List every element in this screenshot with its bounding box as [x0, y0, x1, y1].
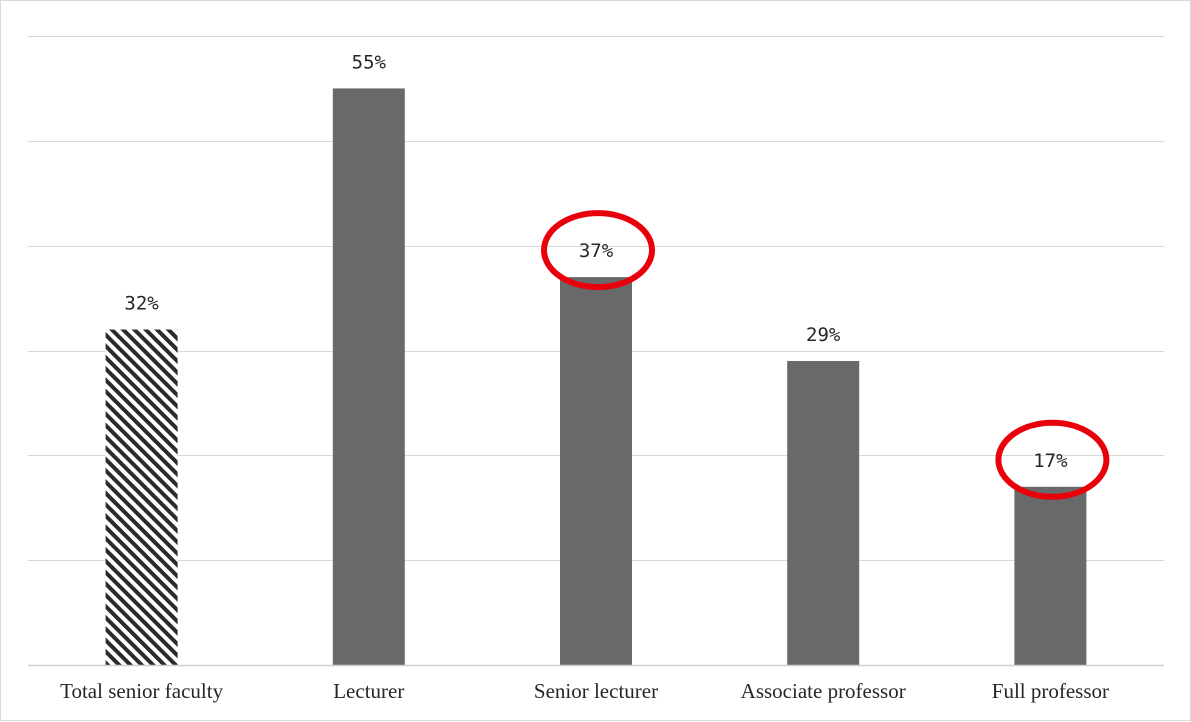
x-tick-label: Associate professor: [741, 679, 906, 703]
x-tick-label: Total senior faculty: [60, 679, 223, 703]
highlight-annotations: [541, 210, 1110, 500]
bars: [105, 88, 1087, 665]
x-tick-label: Lecturer: [333, 679, 404, 703]
data-label: 32%: [124, 293, 159, 315]
highlight-circle: [541, 210, 655, 291]
bar-total-senior-faculty: [105, 329, 178, 665]
x-tick-label: Senior lecturer: [534, 679, 658, 703]
highlight-circle: [995, 419, 1110, 500]
x-tick-label: Full professor: [992, 679, 1109, 703]
data-label: 17%: [1033, 450, 1068, 472]
data-label: 55%: [352, 51, 387, 73]
bar-associate-professor: [787, 360, 860, 665]
data-labels: 32% 55% 37% 29% 17%: [124, 51, 1068, 471]
data-label: 37%: [579, 240, 614, 262]
bar-lecturer: [332, 88, 405, 665]
bar-senior-lecturer: [560, 277, 632, 665]
x-tick-labels: Total senior faculty Lecturer Senior lectu…: [60, 679, 1109, 703]
data-label: 29%: [806, 324, 841, 346]
bar-full-professor: [1014, 486, 1087, 665]
